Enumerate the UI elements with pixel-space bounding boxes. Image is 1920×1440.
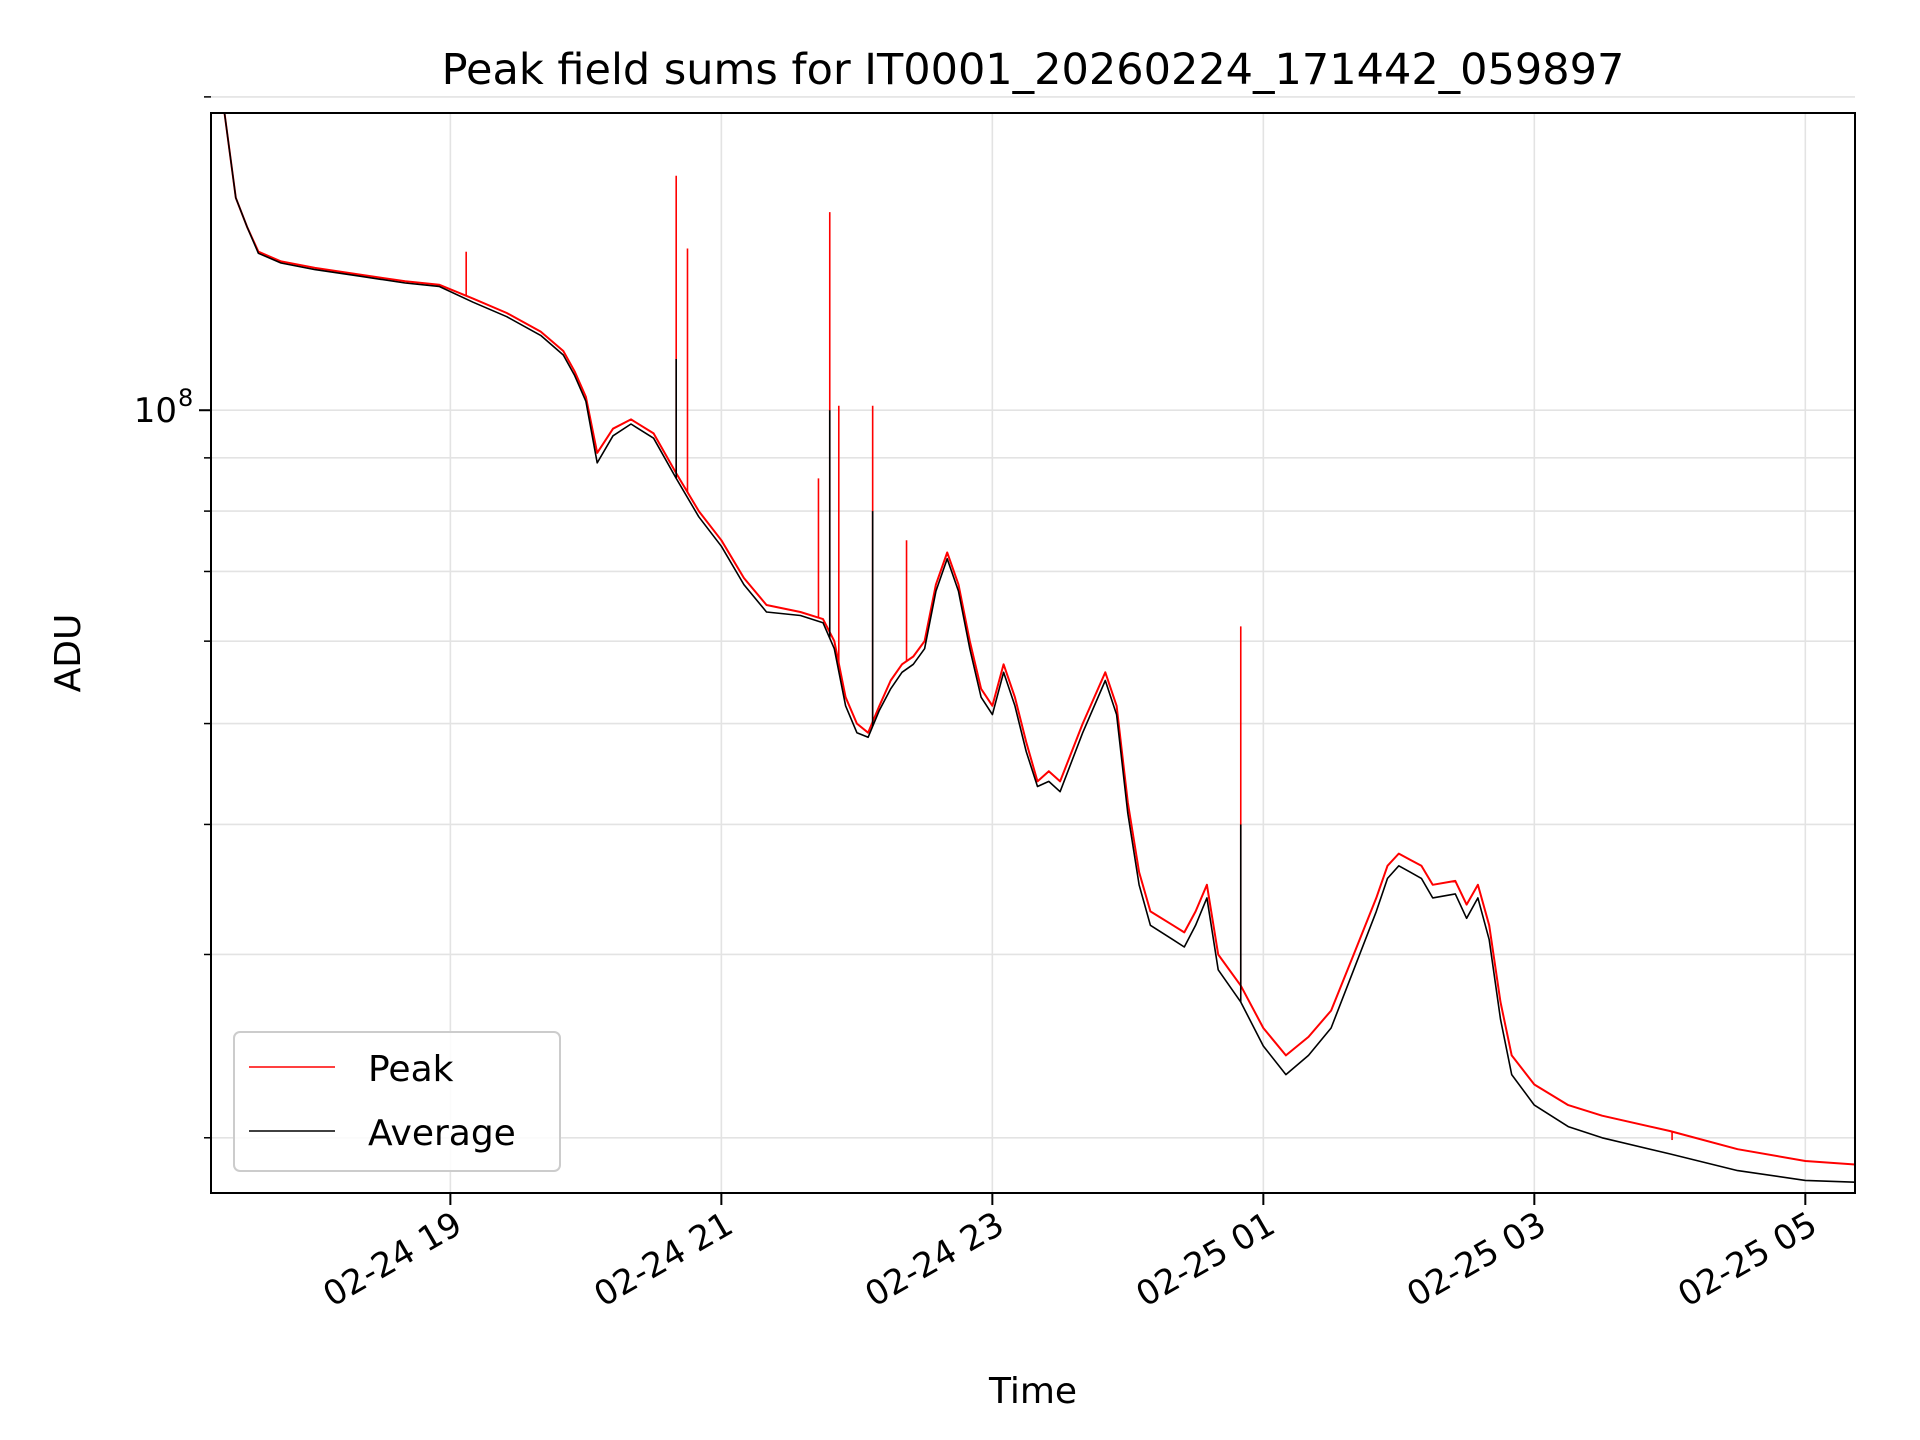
- grid-lines: [211, 96, 1855, 1193]
- series-line-peak: [211, 113, 1855, 1166]
- y-axis-label: ADU: [48, 614, 89, 693]
- x-axis-label: Time: [988, 1371, 1077, 1412]
- legend: Peak Average: [233, 1031, 561, 1172]
- chart-title: Peak field sums for IT0001_20260224_1714…: [442, 45, 1625, 95]
- legend-label-average: Average: [368, 1113, 516, 1154]
- series-line-average: [211, 113, 1855, 1184]
- plot-frame: [210, 112, 1856, 1194]
- y-tick-label: 10: [134, 391, 177, 431]
- y-tick-exponent: 8: [178, 384, 193, 412]
- legend-label-peak: Peak: [368, 1049, 454, 1090]
- series-lines: [211, 113, 1855, 1184]
